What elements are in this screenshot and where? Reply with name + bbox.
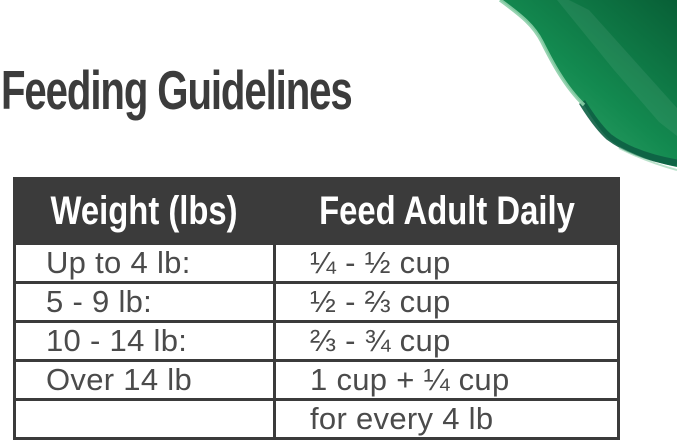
column-header-weight: Weight (lbs) (16, 180, 273, 242)
page-title-text: Feeding Guidelines (1, 59, 353, 121)
feeding-table: Weight (lbs) Feed Adult Daily Up to 4 lb… (13, 177, 620, 440)
table-row: for every 4 lb (16, 398, 617, 437)
table-row: Over 14 lb 1 cup + ¼ cup (16, 359, 617, 398)
page-title: Feeding Guidelines (1, 63, 481, 118)
weight-cell: 10 - 14 lb: (46, 323, 188, 358)
weight-cell: Over 14 lb (46, 362, 193, 397)
swoosh-sheen (557, 0, 677, 136)
table-header-row: Weight (lbs) Feed Adult Daily (16, 180, 617, 242)
feed-cell: for every 4 lb (273, 401, 617, 437)
feed-cell: 1 cup + ¼ cup (273, 362, 617, 398)
swoosh-dark-rim (579, 100, 677, 167)
column-header-feed-label: Feed Adult Daily (318, 188, 575, 233)
swoosh-body (500, 0, 677, 167)
green-swoosh-icon (498, 0, 677, 171)
weight-cell: 5 - 9 lb: (46, 284, 153, 319)
table-row: 5 - 9 lb: ½ - ⅔ cup (16, 281, 617, 320)
column-header-feed: Feed Adult Daily (273, 180, 617, 242)
table-row: Up to 4 lb: ¼ - ½ cup (16, 242, 617, 281)
column-header-weight-label: Weight (lbs) (50, 188, 239, 233)
weight-cell: Up to 4 lb: (46, 245, 191, 280)
table-row: 10 - 14 lb: ⅔ - ¾ cup (16, 320, 617, 359)
feed-cell: ¼ - ½ cup (273, 245, 617, 281)
swoosh-edge-highlight (498, 0, 586, 107)
feed-cell: ⅔ - ¾ cup (273, 323, 617, 359)
swoosh-tail-glint (618, 147, 677, 171)
feed-cell: ½ - ⅔ cup (273, 284, 617, 320)
weight-cell (16, 401, 273, 437)
